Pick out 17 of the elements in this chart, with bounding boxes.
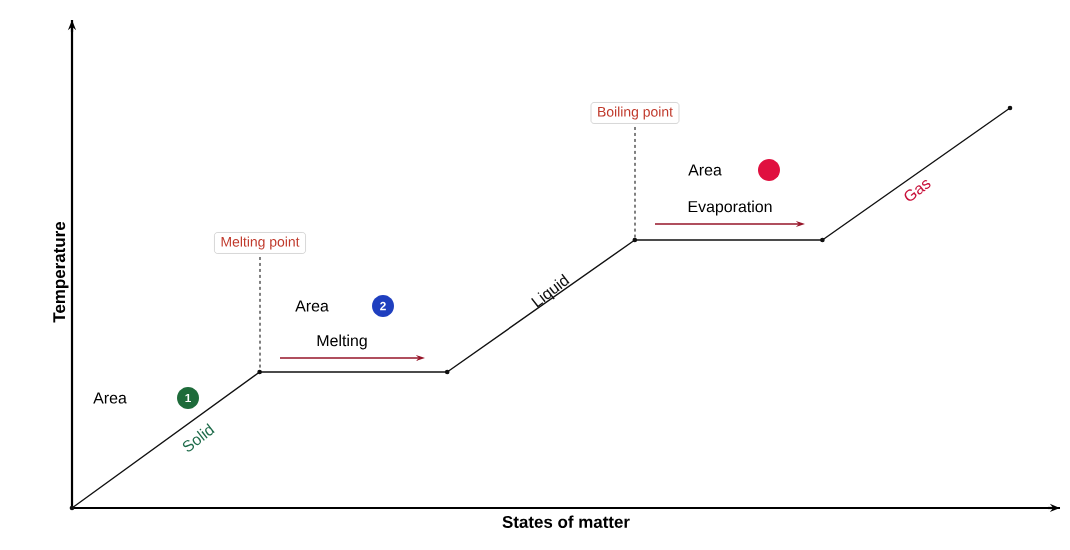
annotation: 1 [185,393,191,403]
point [1007,105,1013,111]
annotation: Area [295,300,329,312]
point [632,237,638,243]
annotation: Boiling point [598,106,673,120]
annotation: Gas [904,180,931,201]
annotation: Melting [317,334,367,350]
annotation: Evaporation [688,200,772,216]
point [69,505,75,511]
annotation: Area [93,392,127,404]
y-axis-title: Temperature [53,221,69,323]
x-axis-title: States of matter [502,515,630,528]
point [820,237,825,243]
annotation: Area [688,164,722,176]
annotation: 2 [380,301,386,311]
annotation: Melting point [221,236,300,250]
point [444,369,450,375]
